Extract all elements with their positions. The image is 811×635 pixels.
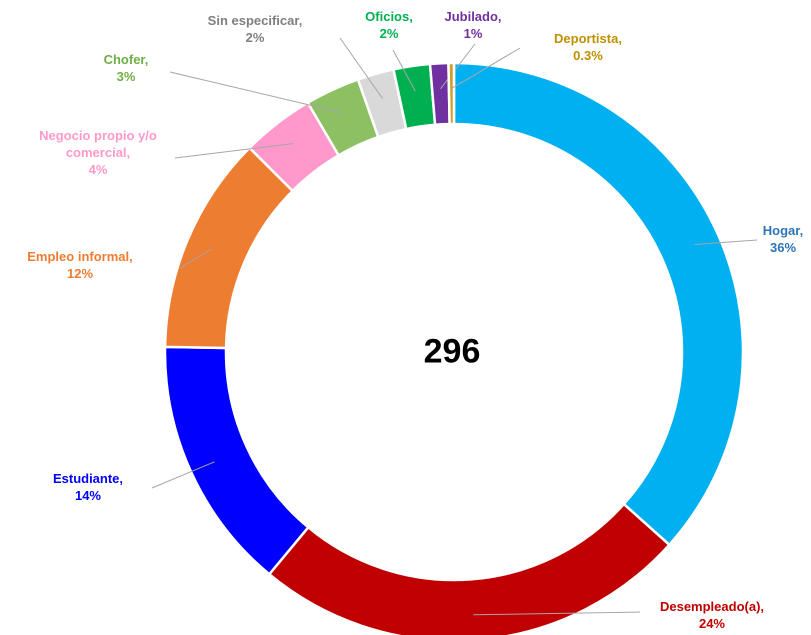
category-label: Empleo informal, [27,249,133,264]
value-label: 0.3% [573,48,603,63]
data-label: Oficios, 2% [365,8,413,42]
value-label: 3% [116,69,136,84]
category-label: Hogar, [762,223,804,238]
category-label: Jubilado, [444,9,502,24]
data-label: Hogar, 36% [763,222,803,256]
value-label: 24% [698,616,726,631]
value-label: 4% [88,162,108,177]
donut-slice [447,61,456,126]
category-label: Oficios, [365,9,413,24]
value-label: 12% [66,266,94,281]
leader-line [440,43,476,90]
leader-line [174,143,293,159]
category-label: Estudiante, [52,471,124,486]
data-label: Sin especificar, 2% [208,12,303,46]
donut-slice [267,502,672,635]
data-label: Jubilado, 1% [444,8,501,42]
data-label: Desempleado(a), 24% [660,598,764,632]
leader-line [151,461,215,489]
data-label: Empleo informal, 12% [27,248,132,282]
donut-slice [163,345,311,577]
value-label: 2% [245,30,265,45]
donut-slice [163,146,295,350]
leader-line [339,37,383,99]
category-label: Deportista, [554,31,622,46]
category-label: Sin especificar, [207,13,303,28]
value-label: 36% [769,240,797,255]
value-label: 1% [463,26,483,41]
center-label: 296 [423,332,481,371]
value-label: 2% [379,26,399,41]
category-label: Desempleado(a), [659,599,765,614]
leader-line [473,611,641,616]
value-label: 14% [74,488,102,503]
data-label: Negocio propio y/o comercial, 4% [33,127,163,178]
leader-line [451,47,521,89]
leader-line [179,248,212,269]
leader-line [694,239,758,245]
category-label: Chofer, [103,52,149,67]
donut-slice [452,61,745,547]
data-label: Chofer, 3% [104,51,149,85]
data-label: Estudiante, 14% [53,470,123,504]
leader-line [169,71,344,114]
leader-line [392,49,416,92]
category-label: Negocio propio y/o comercial, [39,128,157,160]
data-label: Deportista, 0.3% [554,30,622,64]
